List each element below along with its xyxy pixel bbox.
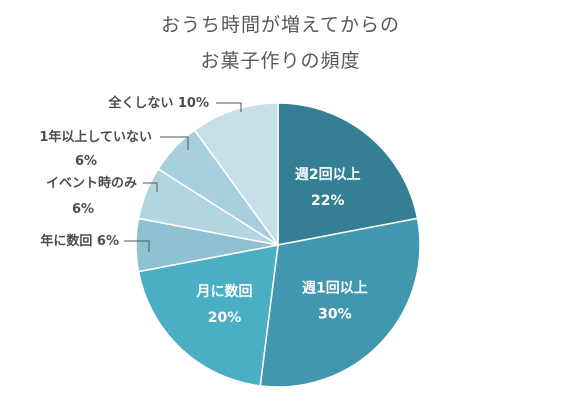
pie-slice-7 [193, 102, 279, 248]
slice-name-label: 週1回以上 [302, 280, 368, 296]
slice-value-label: 20% [208, 310, 242, 326]
slice-value-label: 22% [311, 193, 345, 209]
outside-label-none: 全くしない 10% [107, 95, 209, 111]
leader-line-year [160, 136, 189, 150]
leader-line-none [216, 102, 242, 112]
slice-name-label: 月に数回 [196, 283, 253, 300]
outside-label-year-line2: 6% [75, 154, 97, 169]
outside-label-event-line1: イベント時のみ [46, 175, 137, 191]
pie-slices [135, 102, 421, 388]
outside-label-event-line2: 6% [72, 202, 94, 217]
pie-slice-2 [259, 217, 421, 388]
outside-label-year-line1: 1年以上していない [39, 129, 152, 145]
slice-value-label: 30% [318, 306, 352, 322]
pie-slice-1 [277, 102, 419, 246]
leader-line-event [143, 182, 158, 192]
leader-line-yearly [124, 240, 150, 252]
chart-title-line-1: おうち時間が増えてからの [160, 14, 401, 36]
slice-name-label: 週2回以上 [295, 167, 361, 183]
outside-label-yearly: 年に数回 6% [40, 233, 119, 249]
chart-title-line-2: お菓子作りの頻度 [200, 50, 361, 72]
pie-slice-3 [137, 244, 279, 387]
